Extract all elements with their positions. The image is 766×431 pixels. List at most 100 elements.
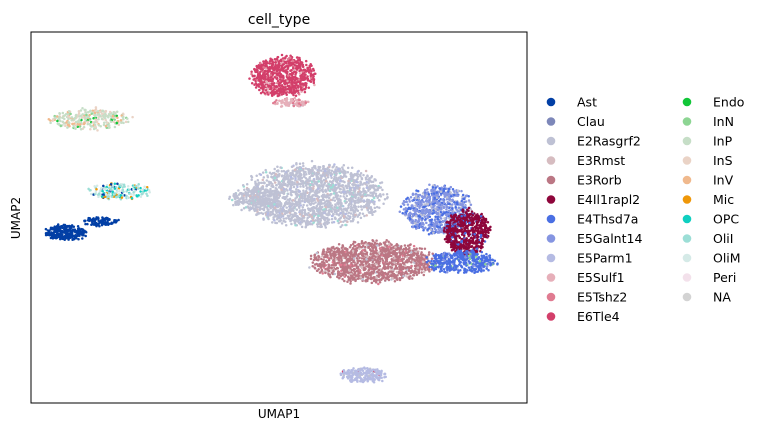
point-e3rmst <box>364 169 368 173</box>
point-e2rasgrf2 <box>295 183 299 187</box>
point-e2rasgrf2 <box>322 194 326 197</box>
point-ast <box>62 235 66 239</box>
point-e2rasgrf2 <box>316 202 320 206</box>
point-e3rorb <box>386 267 390 270</box>
point-e2rasgrf2 <box>376 196 379 199</box>
point-e3rorb <box>348 258 352 262</box>
point-e2rasgrf2 <box>234 201 237 205</box>
point-e2rasgrf2 <box>323 175 327 178</box>
point-e3rorb <box>372 271 375 275</box>
point-inv <box>66 123 70 127</box>
point-e2rasgrf2 <box>251 204 255 207</box>
point-e6tle4 <box>267 93 270 96</box>
point-inp <box>84 117 88 121</box>
point-e6tle4 <box>304 59 308 63</box>
point-e3rorb <box>372 276 376 279</box>
point-e3rorb <box>422 253 425 257</box>
point-e3rorb <box>367 245 370 249</box>
point-e2rasgrf2 <box>330 169 334 173</box>
point-ast <box>70 224 74 227</box>
point-e2rasgrf2 <box>245 195 248 199</box>
point-e6tle4 <box>258 76 262 79</box>
point-e6tle4 <box>266 91 269 94</box>
point-e2rasgrf2 <box>305 213 308 216</box>
point-olii <box>97 193 100 197</box>
cluster-e3rorb-8 <box>308 238 438 286</box>
point-e6tle4 <box>296 61 300 64</box>
point-e2rasgrf2 <box>385 197 389 200</box>
point-e2rasgrf2 <box>290 207 294 211</box>
point-e2rasgrf2 <box>236 196 240 200</box>
point-e2rasgrf2 <box>250 189 253 192</box>
point-e2rasgrf2 <box>347 190 350 193</box>
point-e5parm1 <box>298 190 301 193</box>
point-e2rasgrf2 <box>342 195 345 198</box>
point-e3rorb <box>417 254 420 258</box>
point-e2rasgrf2 <box>297 193 300 197</box>
point-e6tle4 <box>261 81 264 84</box>
point-e2rasgrf2 <box>304 193 307 197</box>
point-e2rasgrf2 <box>279 166 282 169</box>
point-olii <box>264 171 268 174</box>
point-e3rorb <box>394 253 398 257</box>
point-e2rasgrf2 <box>347 206 350 209</box>
point-e3rorb <box>351 278 355 281</box>
point-e2rasgrf2 <box>277 199 280 203</box>
point-e6tle4 <box>259 91 263 95</box>
point-e2rasgrf2 <box>318 205 322 208</box>
point-e3rorb <box>318 271 322 274</box>
point-e2rasgrf2 <box>260 211 263 215</box>
point-olim <box>100 187 103 190</box>
point-ast <box>112 221 116 224</box>
point-e3rorb <box>384 257 388 261</box>
point-e3rorb <box>356 267 359 270</box>
point-e2rasgrf2 <box>317 177 321 180</box>
point-e2rasgrf2 <box>275 218 279 221</box>
point-e2rasgrf2 <box>258 187 261 191</box>
point-inp <box>90 125 93 128</box>
point-e6tle4 <box>292 88 296 91</box>
point-e3rmst <box>316 199 320 202</box>
point-e2rasgrf2 <box>241 183 245 187</box>
point-e3rorb <box>346 257 349 261</box>
cluster-e2rasgrf2-6 <box>239 159 389 229</box>
point-e6tle4 <box>267 78 271 82</box>
cluster-ast-4 <box>44 223 88 241</box>
point-e3rorb <box>361 263 365 267</box>
point-e5tshz2 <box>401 254 404 258</box>
point-inv <box>78 122 82 126</box>
point-e6tle4 <box>254 69 258 72</box>
point-ast <box>102 221 105 225</box>
point-e2rasgrf2 <box>354 196 357 200</box>
point-e2rasgrf2 <box>298 165 302 169</box>
point-e6tle4 <box>312 79 315 83</box>
point-e2rasgrf2 <box>324 203 328 206</box>
point-e2rasgrf2 <box>325 199 329 202</box>
point-olim <box>126 196 129 200</box>
point-e6tle4 <box>272 72 275 75</box>
point-e2rasgrf2 <box>296 217 300 221</box>
point-inp <box>81 106 84 110</box>
point-ast <box>58 235 62 238</box>
point-e3rorb <box>351 242 355 246</box>
point-e2rasgrf2 <box>298 206 301 209</box>
point-e2rasgrf2 <box>262 181 266 185</box>
point-e2rasgrf2 <box>339 225 342 229</box>
point-olii <box>127 188 131 192</box>
cluster-inp-2 <box>47 106 134 132</box>
point-e2rasgrf2 <box>347 202 351 206</box>
point-e2rasgrf2 <box>245 188 249 191</box>
point-e2rasgrf2 <box>293 190 296 194</box>
cluster-e6tle4-0 <box>248 53 317 98</box>
point-e6tle4 <box>254 86 258 89</box>
point-e2rasgrf2 <box>290 165 294 169</box>
point-e3rorb <box>374 266 377 270</box>
point-e3rorb <box>360 242 364 245</box>
point-e2rasgrf2 <box>307 200 310 204</box>
point-e2rasgrf2 <box>232 193 236 196</box>
point-e2rasgrf2 <box>288 198 291 202</box>
point-e2rasgrf2 <box>317 195 321 199</box>
point-e3rorb <box>424 268 427 272</box>
point-ast <box>63 224 67 227</box>
point-e6tle4 <box>302 83 306 87</box>
